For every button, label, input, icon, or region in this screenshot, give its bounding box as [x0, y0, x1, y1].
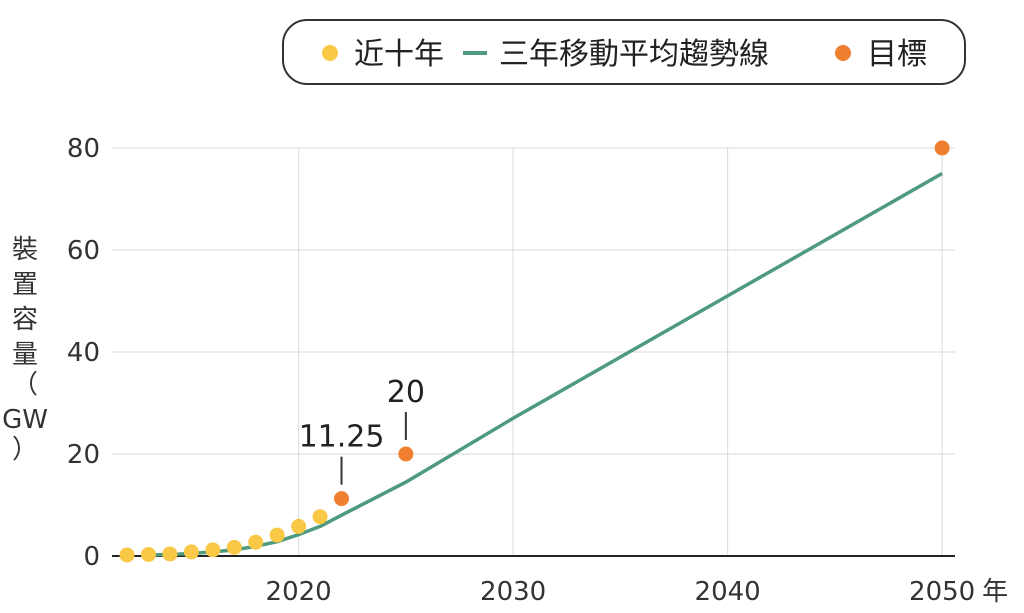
legend-marker: [322, 45, 338, 61]
history-point: [312, 509, 328, 525]
legend: 近十年 三年移動平均趨勢線 目標: [282, 19, 966, 85]
y-axis-label-char: GW: [2, 405, 48, 435]
history-point: [269, 527, 285, 543]
y-axis-label-char: （: [12, 370, 38, 400]
history-point: [205, 542, 221, 558]
history-point: [183, 544, 199, 560]
x-axis-unit: 年: [982, 577, 1008, 607]
history-point: [291, 518, 307, 534]
x-tick-label: 2020: [266, 577, 332, 607]
target-point: [934, 140, 950, 156]
trend-line: [148, 171, 943, 557]
legend-label: 目標: [867, 37, 927, 72]
target-data-label: 20: [387, 375, 425, 410]
x-tick-label: 2050: [909, 577, 975, 607]
x-tick-label: 2040: [695, 577, 761, 607]
legend-items: 近十年 三年移動平均趨勢線 目標: [322, 37, 927, 72]
target-point: [334, 491, 350, 507]
y-axis-label-char: 置: [12, 270, 38, 300]
x-tick-label: 2030: [480, 577, 546, 607]
target-point: [398, 446, 414, 462]
y-tick-label: 60: [67, 236, 100, 266]
history-point: [162, 546, 178, 562]
y-axis-label-char: 量: [12, 340, 38, 370]
history-point: [226, 539, 242, 555]
legend-label: 近十年: [354, 37, 444, 72]
y-tick-label: 80: [67, 134, 100, 164]
history-point: [248, 534, 264, 550]
y-tick-label: 40: [67, 338, 100, 368]
legend-marker: [835, 45, 851, 61]
history-point: [119, 547, 135, 563]
target-data-label: 11.25: [299, 420, 385, 455]
y-axis-label-char: 裝: [12, 235, 38, 265]
legend-box: [282, 19, 966, 85]
series: [119, 140, 950, 563]
grid: [112, 147, 955, 556]
y-axis-label-char: ）: [12, 435, 38, 465]
y-tick-label: 0: [83, 542, 100, 572]
y-axis-label-char: 容: [12, 305, 38, 335]
y-tick-label: 20: [67, 440, 100, 470]
history-point: [140, 546, 156, 562]
legend-label: 三年移動平均趨勢線: [499, 37, 769, 72]
